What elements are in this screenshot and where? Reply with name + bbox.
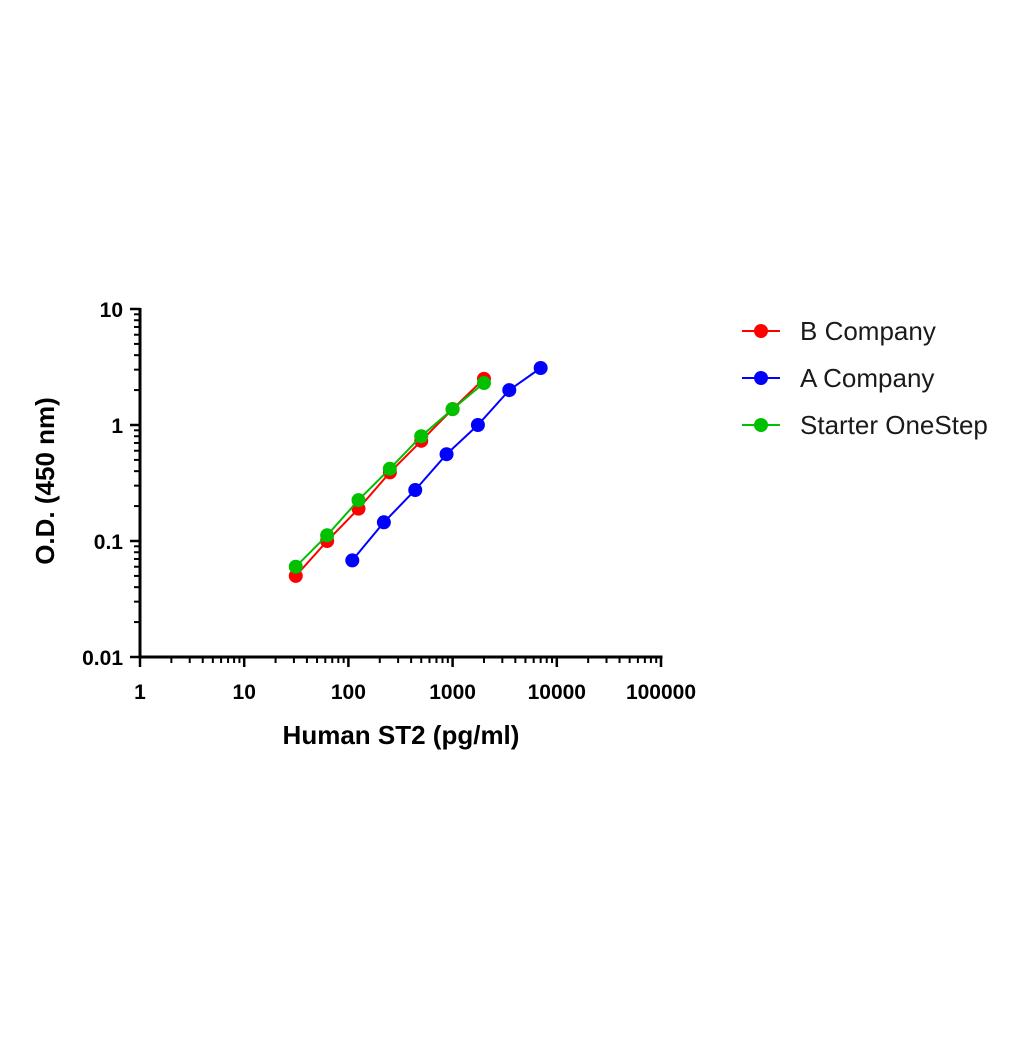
- y-tick-label: 0.01: [82, 647, 123, 670]
- legend-item: Starter OneStep: [742, 410, 988, 440]
- legend-label: A Company: [800, 363, 934, 393]
- legend-label: Starter OneStep: [800, 410, 988, 440]
- y-tick-label: 0.1: [94, 531, 124, 554]
- x-tick-label: 1: [134, 681, 146, 704]
- y-axis-title: O.D. (450 nm): [30, 397, 60, 565]
- data-point: [476, 376, 491, 391]
- x-axis-title: Human ST2 (pg/ml): [283, 720, 520, 750]
- legend: B Company A Company Starter OneStep: [742, 316, 988, 440]
- y-tick-label: 10: [100, 299, 123, 322]
- x-tick-label: 100: [331, 681, 366, 704]
- x-tick-label: 100000: [626, 681, 696, 704]
- legend-marker: [754, 324, 768, 338]
- data-point: [351, 493, 366, 508]
- legend-item: A Company: [742, 363, 934, 393]
- data-point: [439, 447, 454, 462]
- legend-item: B Company: [742, 316, 936, 346]
- legend-label: B Company: [800, 316, 936, 346]
- data-point: [445, 402, 460, 417]
- data-point: [382, 461, 397, 476]
- data-point: [320, 528, 335, 543]
- data-point: [288, 559, 303, 574]
- data-point: [376, 515, 391, 530]
- data-point: [345, 553, 360, 568]
- legend-marker: [754, 371, 768, 385]
- data-point: [408, 483, 423, 498]
- axes: 1 10 100 1000 10000 100000 0.01 0.1 1 10: [82, 299, 696, 704]
- data-point: [533, 361, 548, 376]
- x-tick-label: 10: [233, 681, 256, 704]
- data-point: [470, 418, 485, 432]
- y-tick-label: 1: [111, 415, 123, 438]
- series-1: [345, 361, 548, 568]
- legend-marker: [754, 418, 768, 432]
- series-layer: [288, 361, 548, 583]
- x-tick-label: 10000: [528, 681, 586, 704]
- x-tick-label: 1000: [429, 681, 476, 704]
- data-point: [502, 383, 517, 398]
- series-2: [288, 376, 491, 574]
- series-line: [351, 367, 542, 562]
- data-point: [414, 429, 429, 444]
